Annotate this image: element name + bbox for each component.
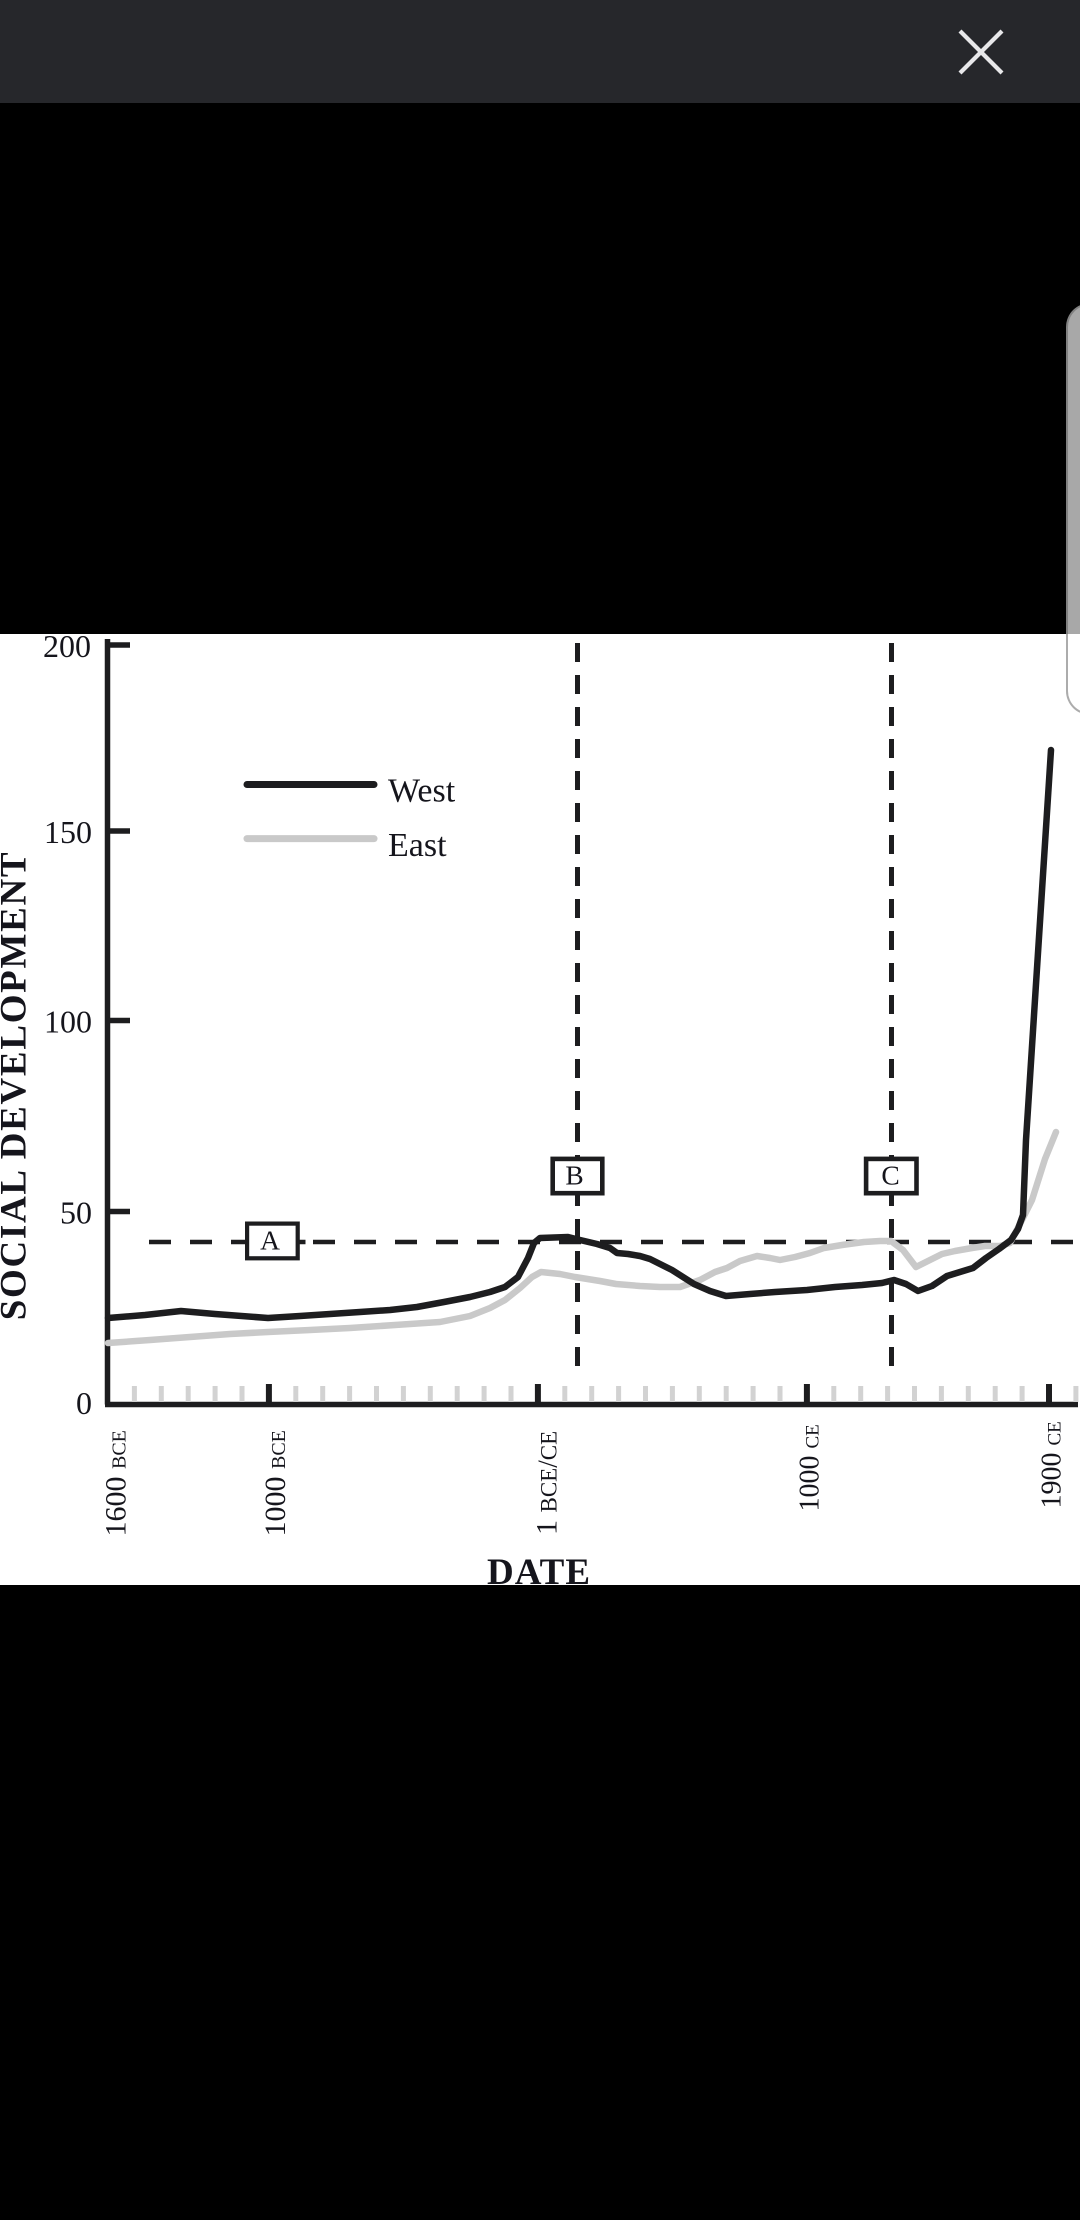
svg-text:C: C — [881, 1160, 899, 1191]
svg-text:B: B — [565, 1160, 583, 1191]
svg-text:150: 150 — [44, 814, 92, 850]
svg-text:DATE: DATE — [487, 1552, 591, 1585]
svg-text:1000 CE: 1000 CE — [795, 1424, 826, 1511]
svg-text:200: 200 — [43, 634, 91, 664]
svg-text:A: A — [260, 1225, 280, 1256]
svg-text:100: 100 — [44, 1004, 92, 1040]
svg-text:1600 BCE: 1600 BCE — [100, 1430, 133, 1536]
svg-text:1900 CE: 1900 CE — [1037, 1421, 1068, 1508]
svg-text:0: 0 — [76, 1385, 92, 1421]
svg-text:SOCIAL DEVELOPMENT: SOCIAL DEVELOPMENT — [0, 851, 35, 1321]
svg-text:1000 BCE: 1000 BCE — [259, 1430, 292, 1536]
svg-text:50: 50 — [60, 1195, 92, 1231]
svg-text:West: West — [388, 773, 456, 810]
svg-text:East: East — [388, 827, 447, 864]
svg-text:1 BCE/CE: 1 BCE/CE — [531, 1431, 564, 1535]
